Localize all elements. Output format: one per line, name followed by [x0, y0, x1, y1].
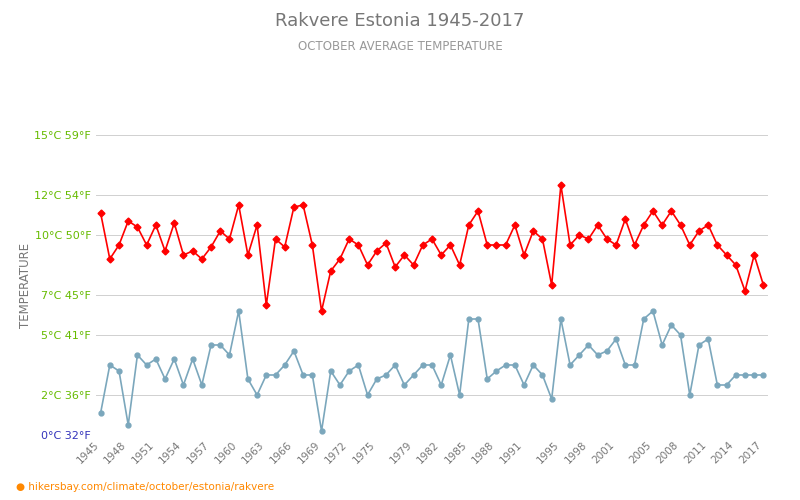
NIGHT	[335, 382, 345, 388]
DAY	[666, 208, 676, 214]
NIGHT	[252, 392, 262, 398]
NIGHT	[685, 392, 694, 398]
DAY	[317, 308, 326, 314]
DAY	[713, 242, 722, 248]
DAY	[437, 252, 446, 258]
DAY	[758, 282, 768, 288]
NIGHT	[234, 308, 243, 314]
Y-axis label: TEMPERATURE: TEMPERATURE	[19, 242, 33, 328]
NIGHT	[446, 352, 455, 358]
Text: OCTOBER AVERAGE TEMPERATURE: OCTOBER AVERAGE TEMPERATURE	[298, 40, 502, 53]
NIGHT	[317, 428, 326, 434]
Line: DAY: DAY	[98, 182, 766, 314]
NIGHT	[666, 322, 676, 328]
DAY	[685, 242, 694, 248]
Text: Rakvere Estonia 1945-2017: Rakvere Estonia 1945-2017	[275, 12, 525, 30]
DAY	[96, 210, 106, 216]
Line: NIGHT: NIGHT	[98, 308, 766, 434]
DAY	[243, 252, 253, 258]
DAY	[556, 182, 566, 188]
Text: ● hikersbay.com/climate/october/estonia/rakvere: ● hikersbay.com/climate/october/estonia/…	[16, 482, 274, 492]
NIGHT	[96, 410, 106, 416]
NIGHT	[758, 372, 768, 378]
NIGHT	[713, 382, 722, 388]
DAY	[326, 268, 335, 274]
